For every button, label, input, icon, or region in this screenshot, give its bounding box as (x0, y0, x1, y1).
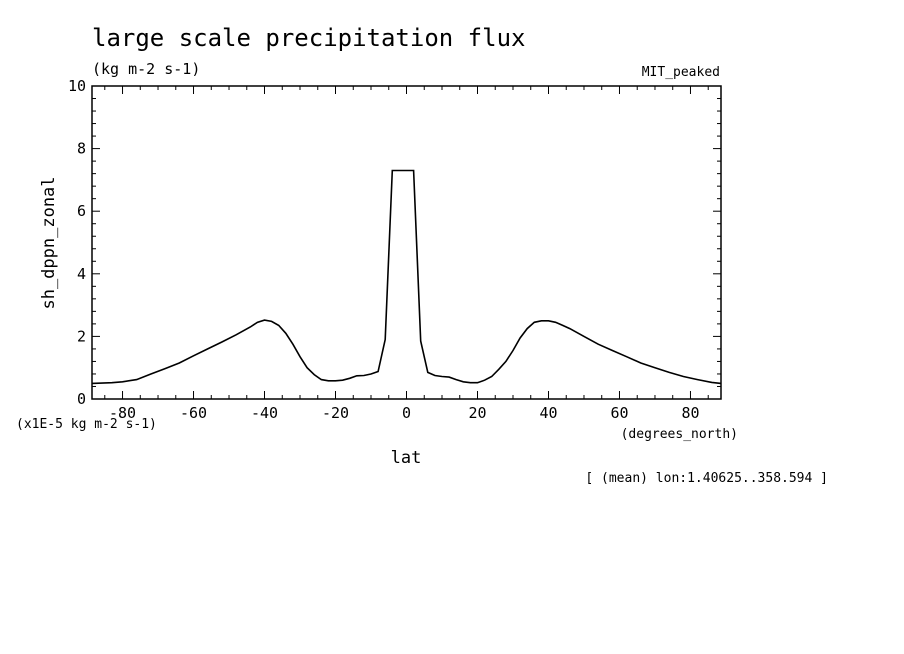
y-tick-label: 8 (77, 140, 86, 158)
y-tick-label: 2 (77, 327, 86, 345)
x-tick-labels: -80 -60 -40 -20 0 20 40 60 80 (109, 404, 700, 422)
x-axis-units: (degrees_north) (621, 427, 738, 442)
x-tick-label: 20 (468, 404, 486, 422)
dataset-label: MIT_peaked (642, 65, 720, 80)
y-tick-label: 4 (77, 265, 86, 283)
footnote: [ (mean) lon:1.40625..358.594 ] (585, 471, 828, 486)
plot-frame (91, 85, 722, 400)
x-tick-label: 80 (681, 404, 699, 422)
axis-ticks (92, 85, 721, 400)
y-tick-label: 0 (77, 390, 86, 408)
x-tick-label: -80 (109, 404, 136, 422)
y-tick-label: 10 (68, 77, 86, 95)
x-axis-label: lat (391, 448, 422, 468)
x-tick-label: 40 (539, 404, 557, 422)
y-tick-labels: 0 2 4 6 8 10 (68, 77, 86, 408)
y-axis-label: sh_dppn_zonal (39, 176, 59, 309)
scale-note: (x1E-5 kg m-2 s-1) (16, 417, 157, 432)
x-tick-label: -60 (180, 404, 207, 422)
x-tick-label: -20 (322, 404, 349, 422)
y-tick-label: 6 (77, 202, 86, 220)
x-tick-label: 60 (610, 404, 628, 422)
chart-units: (kg m-2 s-1) (92, 60, 200, 78)
x-tick-label: 0 (402, 404, 411, 422)
series-line (91, 169, 722, 385)
x-tick-label: -40 (251, 404, 278, 422)
chart-title: large scale precipitation flux (92, 24, 525, 52)
